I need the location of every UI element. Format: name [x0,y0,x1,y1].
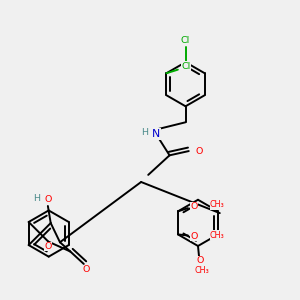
Text: Cl: Cl [181,36,190,45]
Text: H: H [141,128,148,137]
Text: H: H [33,194,40,203]
Text: O: O [196,147,203,156]
Text: O: O [190,232,198,241]
Text: CH₃: CH₃ [194,266,209,275]
Text: O: O [44,195,52,204]
Text: N: N [152,129,160,139]
Text: O: O [196,256,203,265]
Text: CH₃: CH₃ [210,231,225,240]
Text: Cl: Cl [181,61,190,70]
Text: CH₃: CH₃ [210,200,225,209]
Text: O: O [190,202,198,211]
Text: O: O [82,265,90,274]
Text: O: O [44,242,52,251]
